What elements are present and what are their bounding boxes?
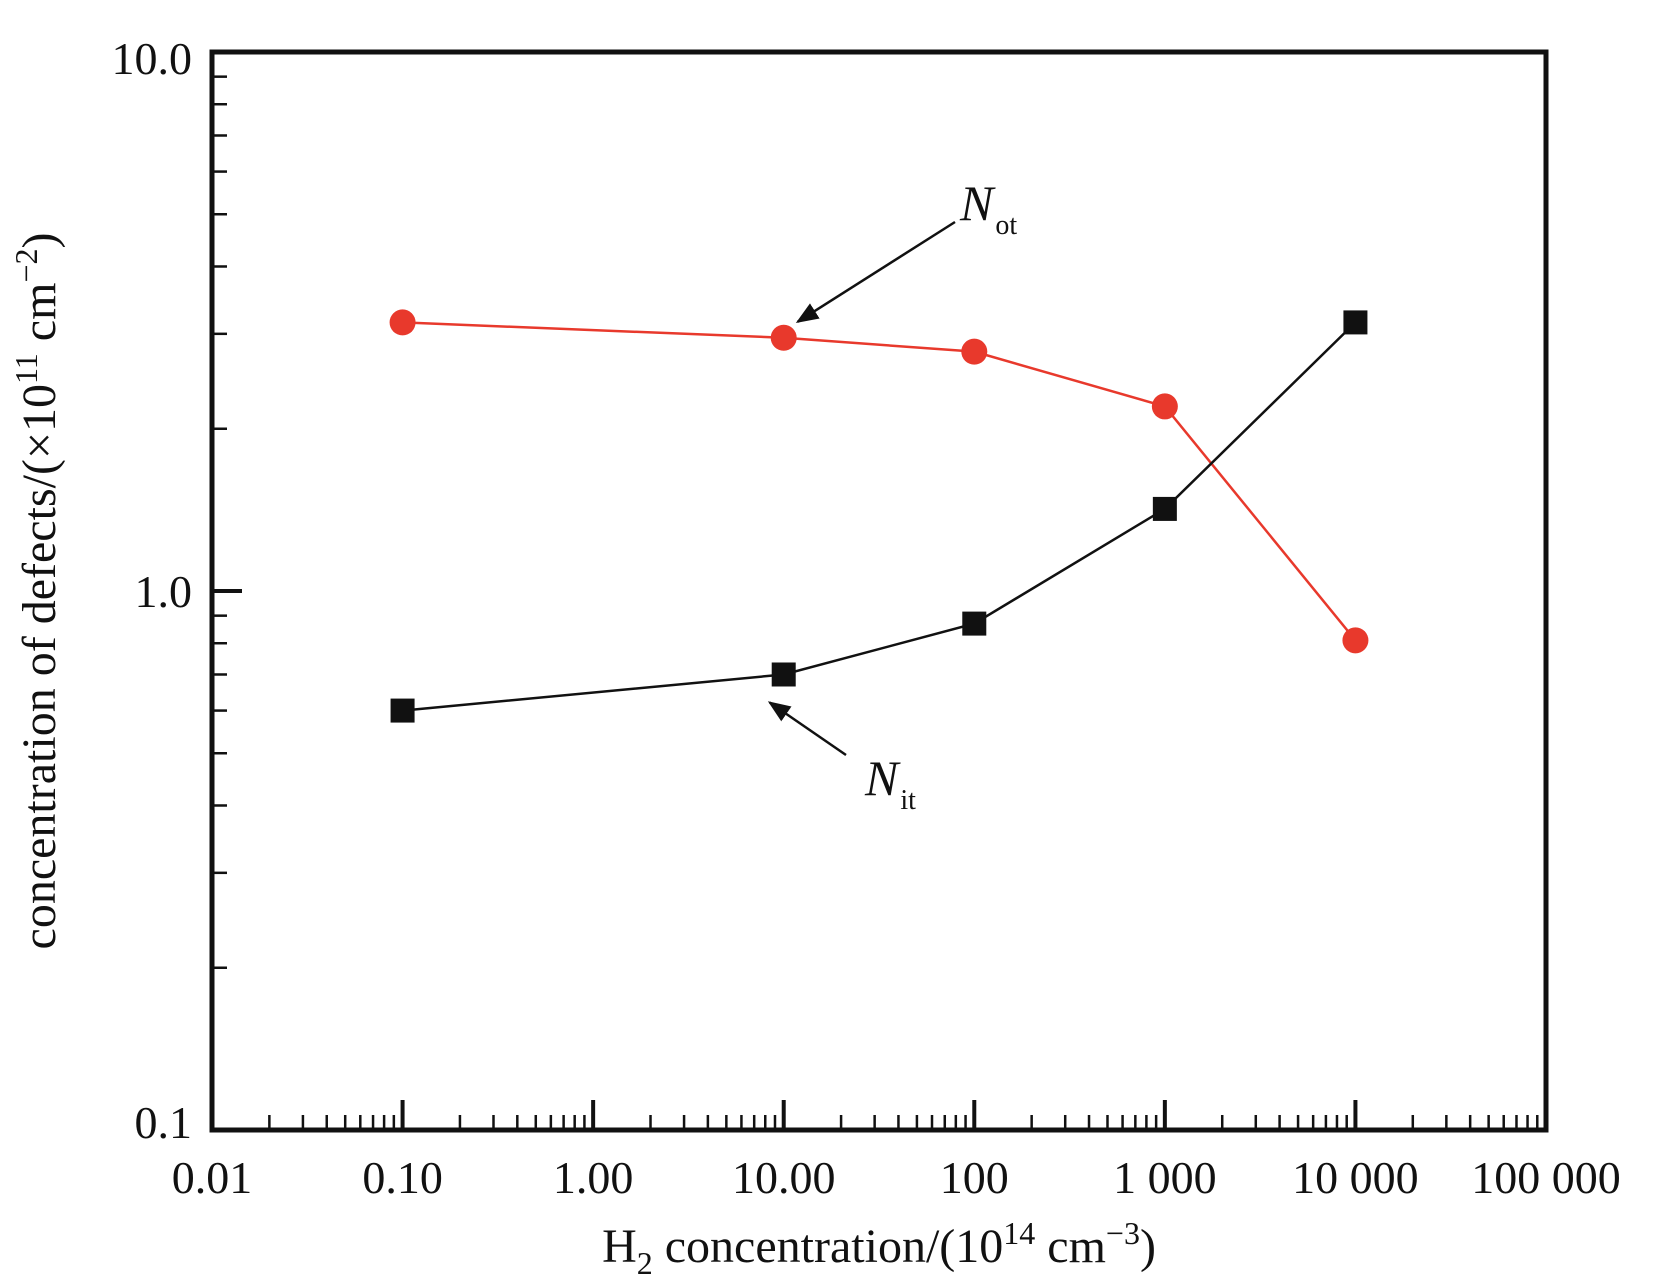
annotation-arrow [795,220,956,323]
annotation-label: Not [959,175,1017,241]
series-1 [390,310,1368,723]
plot-frame [209,49,1549,1133]
annotation-label: Nit [864,750,916,816]
data-point-square [962,611,987,636]
data-point-square [1152,496,1177,521]
annotation-main: N [864,750,901,806]
series-layer [389,309,1369,723]
x-tick-label: 0.01 [172,1152,253,1203]
data-point-square [390,698,415,723]
y-axis-title: concentration of defects/(×1011 cm−2) [8,233,66,950]
x-axis-title: H2 concentration/(1014 cm−3) [602,1215,1156,1281]
series-line [402,321,1357,712]
series-line [402,321,1357,642]
x-tick-label: 100 [940,1152,1009,1203]
x-tick-label: 0.10 [362,1152,443,1203]
x-tick-label: 100 000 [1471,1152,1621,1203]
data-point-square [1343,310,1368,335]
annotation-main: N [959,175,996,231]
x-tick-label: 1.00 [553,1152,634,1203]
x-axis-ticks: 0.01 0.10 1.00 10.00 100 1 000 10 000 100 000 [172,1100,1621,1203]
data-point-circle [961,338,988,365]
data-point-circle [1342,627,1369,654]
data-point-circle [389,309,416,336]
y-axis-ticks: 0.1 1.0 10.0 [112,33,242,1148]
data-point-circle [1151,393,1178,420]
y-tick-label: 1.0 [135,566,193,617]
annotation-subscript: it [900,785,916,816]
x-tick-label: 10 000 [1292,1152,1419,1203]
data-point-circle [770,324,797,351]
y-tick-label: 10.0 [112,33,193,84]
x-tick-label: 10.00 [732,1152,836,1203]
annotation-subscript: ot [995,210,1017,241]
y-tick-label: 0.1 [135,1097,193,1148]
data-point-square [771,662,796,687]
series-0 [389,309,1369,654]
x-tick-label: 1 000 [1113,1152,1217,1203]
annotation-arrow [767,701,847,757]
